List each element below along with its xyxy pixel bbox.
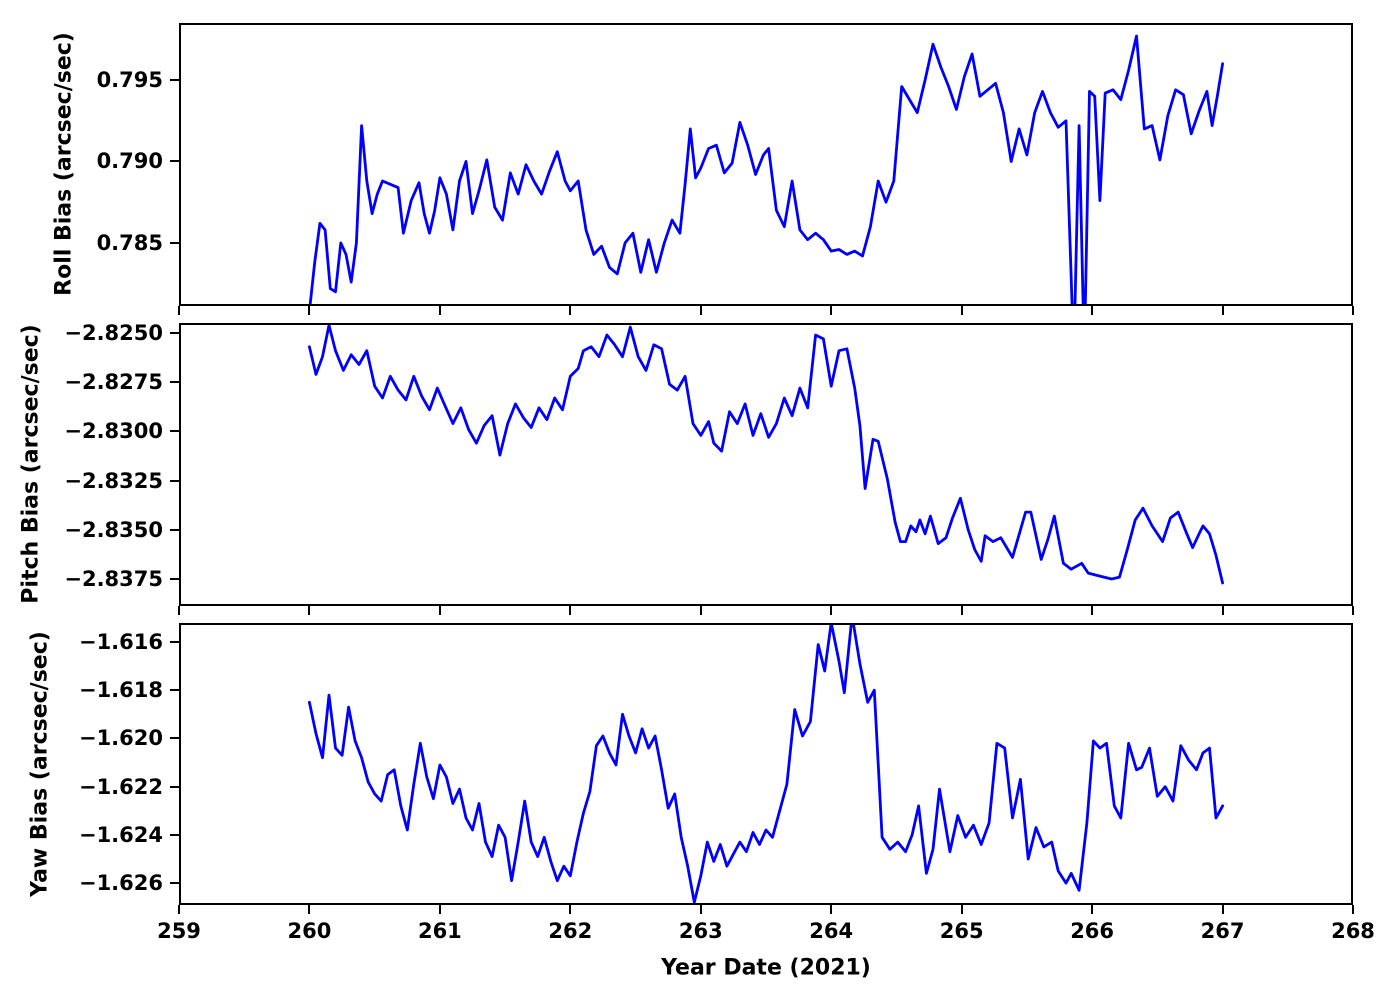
y-tick [170,241,179,244]
yaw-y-axis-label: Yaw Bias (arcsec/sec) [27,631,53,897]
x-tick [960,606,963,615]
axes-frame [179,23,1353,306]
roll-bias-canvas [179,23,1353,306]
x-tick [699,306,702,315]
x-tick-label: 263 [678,919,723,943]
x-tick [830,905,833,914]
y-tick-label: 0.790 [96,149,163,174]
x-tick-label: 260 [287,919,332,943]
x-tick [438,606,441,615]
x-tick [178,905,180,914]
pitch-bias-canvas [179,323,1353,606]
x-tick [569,905,572,914]
x-tick-label: 261 [417,919,462,943]
x-tick [569,306,572,315]
x-tick [960,905,963,914]
yaw-bias-plot: 259 260 261 262 263 264 265 266 267 268 −1.626 −1.6… [79,623,1375,943]
y-tick-label: 0.785 [96,230,163,255]
y-tick [170,882,179,885]
y-tick [170,785,179,788]
pitch-bias-line [307,323,1224,585]
y-tick-label: −1.618 [78,678,163,703]
x-tick [308,905,311,914]
x-tick [960,306,963,315]
x-tick [1221,905,1224,914]
y-tick-label: −2.8275 [64,370,163,395]
y-tick-label: −2.8325 [64,468,163,493]
x-tick [1091,306,1094,315]
x-tick [569,606,572,615]
x-tick [830,606,833,615]
y-tick [170,381,179,384]
y-tick [170,578,179,581]
x-tick [1091,905,1094,914]
y-tick-label: −2.8300 [64,419,163,444]
yaw-bias-line [307,623,1224,904]
x-tick [699,905,702,914]
y-tick [170,833,179,836]
x-tick-label: 266 [1070,919,1115,943]
y-tick-label: −1.620 [78,726,163,751]
x-tick [1352,905,1354,914]
y-tick-label: 0.795 [96,68,163,93]
x-tick [178,606,180,615]
pitch-bias-plot: −2.8375 −2.8350 −2.8325 −2.8300 −2.8275 −2.82… [64,321,1354,615]
pitch-y-axis-label: Pitch Bias (arcsec/sec) [18,324,44,604]
y-tick-label: −2.8375 [64,567,163,592]
x-tick [699,606,702,615]
y-tick-label: −2.8250 [64,321,163,346]
x-tick [1221,606,1224,615]
y-tick [170,689,179,692]
x-tick-label: 267 [1200,919,1245,943]
x-tick [1221,306,1224,315]
y-tick-label: −1.622 [78,774,163,799]
y-tick-label: −1.616 [78,630,163,655]
y-tick [170,528,179,531]
yaw-bias-canvas [179,623,1353,905]
y-tick [170,479,179,482]
x-tick [1352,306,1354,315]
x-tick [308,606,311,615]
x-tick [438,306,441,315]
x-axis-label: Year Date (2021) [661,955,871,981]
x-tick-label: 264 [809,919,854,943]
x-tick [308,306,311,315]
y-tick [170,332,179,335]
y-tick-label: −1.626 [78,871,163,896]
roll-bias-line [308,34,1224,306]
y-tick [170,641,179,644]
y-tick [170,737,179,740]
x-tick-label: 265 [939,919,984,943]
y-tick [170,79,179,82]
x-tick [1091,606,1094,615]
axes-frame [179,323,1353,606]
x-tick [830,306,833,315]
x-tick-label: 259 [157,919,201,943]
roll-bias-plot: 0.785 0.790 0.795 [97,23,1354,315]
x-tick [438,905,441,914]
y-tick [170,160,179,163]
axes-frame [179,623,1353,905]
y-tick [170,430,179,433]
x-tick-label: 262 [548,919,593,943]
x-tick [1352,606,1354,615]
y-tick-label: −2.8350 [64,517,163,542]
y-tick-label: −1.624 [78,822,163,847]
x-tick-label: 268 [1331,919,1375,943]
x-tick [178,306,180,315]
